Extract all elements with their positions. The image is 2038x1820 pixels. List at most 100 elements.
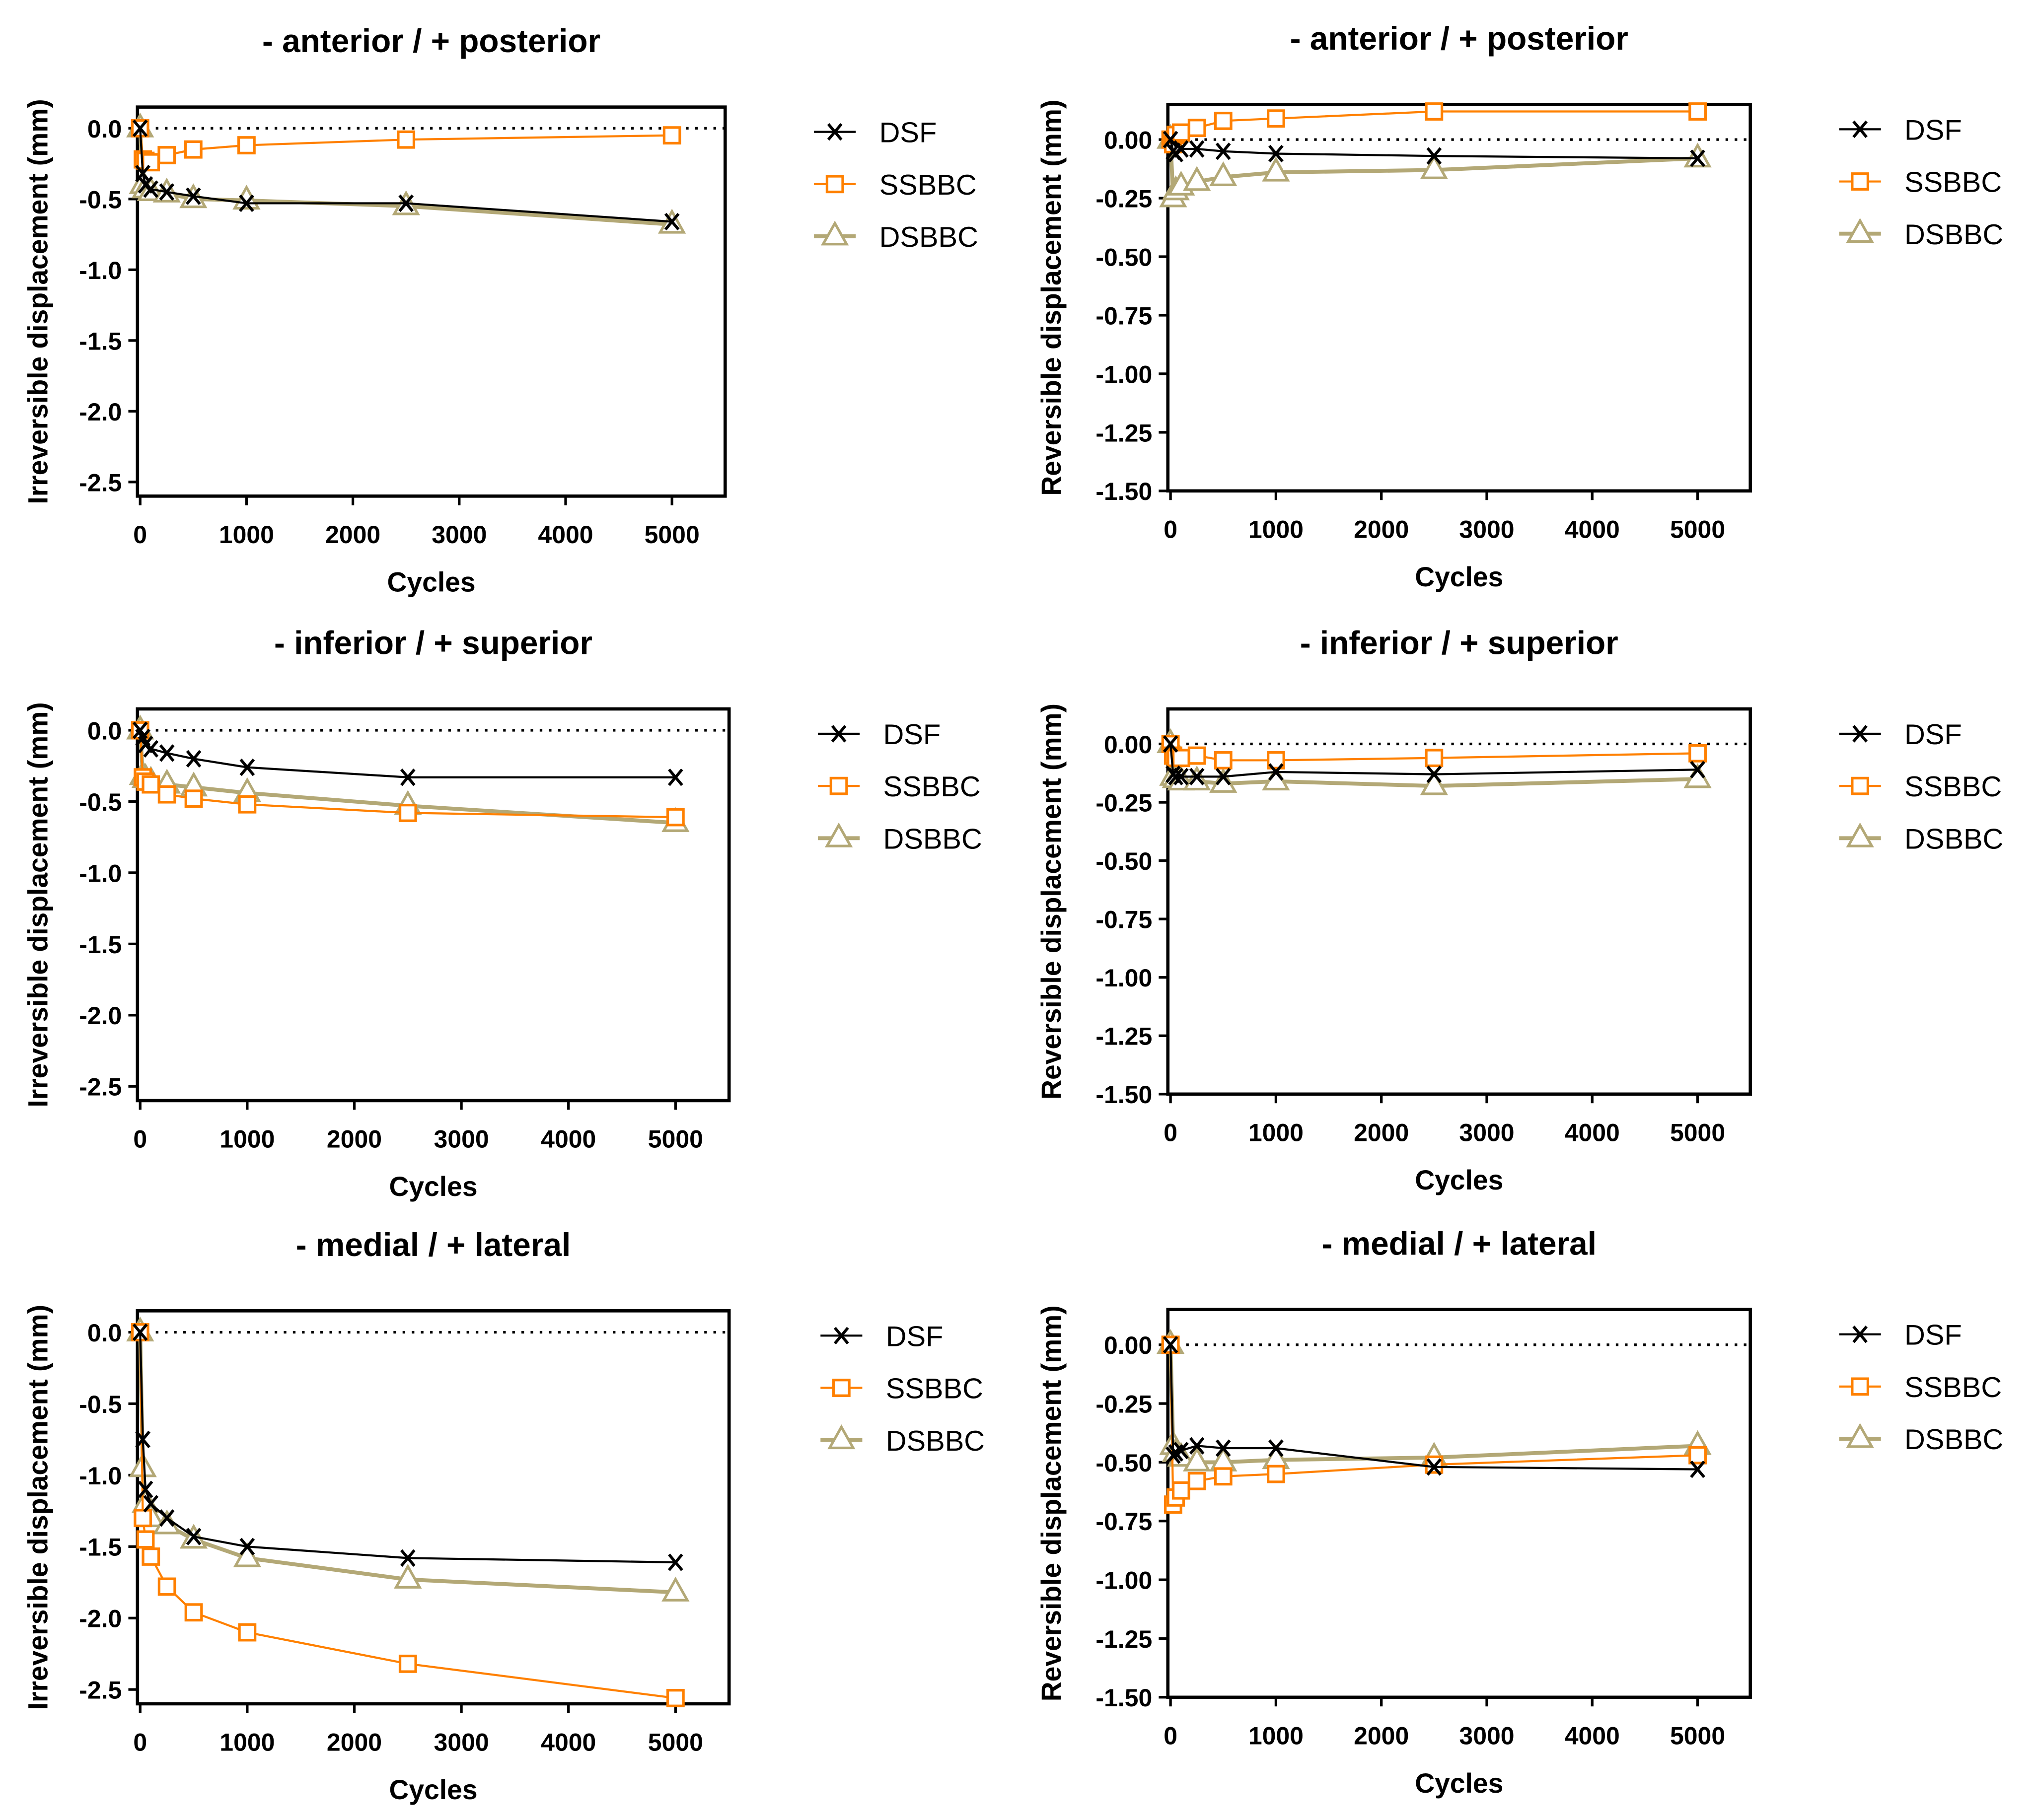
data-point-dsf <box>159 183 175 201</box>
y-axis-label: Irreversible displacement (mm) <box>22 1305 53 1710</box>
x-tick-label: 5000 <box>648 1125 703 1153</box>
series-dsf <box>1163 1336 1705 1478</box>
y-tick-label: -0.5 <box>79 788 122 816</box>
legend-marker-ssbbc <box>825 175 844 194</box>
panel-5: - medial / + lateral 0 1000 2000 3000 4000 500… <box>22 1226 985 1805</box>
data-point-dsf <box>1173 140 1189 158</box>
y-tick-label: -1.25 <box>1095 1625 1152 1653</box>
x-tick-label: 1000 <box>219 1125 275 1153</box>
y-tick-label: -1.0 <box>79 257 122 284</box>
data-point-dsbbc <box>1262 156 1290 182</box>
y-tick-label: -0.50 <box>1095 243 1152 271</box>
data-point-ssbbc <box>1688 744 1707 763</box>
series-line <box>139 730 676 778</box>
data-point-ssbbc <box>238 795 257 814</box>
legend-label: DSF <box>879 117 937 149</box>
legend: DSF SSBBC DSBBC <box>1839 1320 2003 1456</box>
x-tick-label: 0 <box>133 1729 147 1756</box>
data-point-ssbbc <box>157 785 176 804</box>
x-tick-label: 3000 <box>1459 515 1514 543</box>
y-axis-label: Irreversible displacement (mm) <box>22 702 53 1107</box>
data-point-dsf <box>400 769 416 786</box>
data-point-ssbbc <box>1171 1481 1190 1500</box>
y-tick-label: -1.5 <box>79 327 122 355</box>
chart-title: - anterior / + posterior <box>1290 20 1628 57</box>
y-tick-label: -1.25 <box>1095 419 1152 447</box>
data-point-ssbbc <box>157 1577 176 1596</box>
data-point-ssbbc <box>1187 746 1206 765</box>
data-point-dsf <box>186 750 202 768</box>
chart-title: - medial / + lateral <box>1321 1225 1597 1261</box>
chart-title: - anterior / + posterior <box>262 22 600 59</box>
legend-marker-dsbbc <box>1846 822 1874 847</box>
x-tick-label: 2000 <box>327 1729 382 1756</box>
y-tick-label: -2.0 <box>79 1605 122 1633</box>
data-point-ssbbc <box>136 1530 155 1549</box>
y-tick-label: -1.50 <box>1095 1684 1152 1712</box>
y-tick-label: -0.25 <box>1095 789 1152 817</box>
series-ssbbc <box>1161 102 1707 153</box>
legend-label: SSBBC <box>883 771 980 803</box>
data-point-dsf <box>239 194 254 212</box>
legend-marker-dsbbc <box>827 1424 856 1450</box>
legend-marker-ssbbc <box>1851 776 1870 795</box>
y-tick-label: -2.5 <box>79 1073 122 1101</box>
x-tick-label: 4000 <box>541 1729 596 1756</box>
data-point-dsf <box>239 758 255 776</box>
series-dsf <box>132 721 683 786</box>
data-point-ssbbc <box>666 808 685 827</box>
data-point-dsbbc <box>394 1563 422 1589</box>
data-point-ssbbc <box>398 1654 417 1673</box>
y-tick-label: 0.00 <box>1104 731 1152 759</box>
plot-frame <box>1166 103 1752 493</box>
x-tick-label: 4000 <box>538 521 593 549</box>
y-tick-label: -1.00 <box>1095 360 1152 388</box>
data-point-ssbbc <box>1688 1446 1707 1465</box>
data-point-dsf <box>159 744 175 762</box>
x-tick-label: 1000 <box>1248 1119 1304 1146</box>
data-point-ssbbc <box>1214 751 1233 770</box>
data-point-dsbbc <box>661 1576 690 1602</box>
data-point-ssbbc <box>1187 1471 1206 1490</box>
x-tick-label: 4000 <box>1565 515 1620 543</box>
chart-title: - inferior / + superior <box>274 625 592 661</box>
y-tick-label: -0.25 <box>1095 185 1152 213</box>
data-point-dsf <box>1163 1336 1178 1354</box>
series-line <box>1169 1344 1698 1505</box>
legend-marker-dsf <box>827 123 843 141</box>
x-tick-label: 0 <box>133 521 147 549</box>
data-point-ssbbc <box>142 153 160 172</box>
y-tick-label: -2.0 <box>79 1002 122 1030</box>
legend-label: DSF <box>1904 719 1962 751</box>
data-point-dsf <box>1426 766 1442 783</box>
data-point-dsf <box>132 1323 148 1341</box>
y-tick-label: -0.25 <box>1095 1390 1152 1418</box>
data-point-dsf <box>1268 763 1284 781</box>
y-axis-label: Reversible displacement (mm) <box>1036 100 1067 496</box>
data-point-ssbbc <box>398 804 417 822</box>
x-tick-label: 2000 <box>1354 515 1409 543</box>
plot-frame <box>136 105 727 498</box>
y-tick-label: -1.5 <box>79 1534 122 1561</box>
y-tick-label: -1.00 <box>1095 964 1152 992</box>
series-line <box>139 1332 676 1564</box>
series-dsf <box>132 119 680 231</box>
x-tick-label: 2000 <box>325 521 380 549</box>
data-point-ssbbc <box>184 1603 203 1622</box>
data-point-ssbbc <box>1266 109 1285 128</box>
data-point-ssbbc <box>1214 112 1233 130</box>
panel-2: - anterior / + posterior 0 1000 2000 3000 400… <box>1036 20 2003 592</box>
data-point-ssbbc <box>1171 749 1190 768</box>
legend: DSF SSBBC DSBBC <box>1839 114 2003 251</box>
data-point-ssbbc <box>1266 1465 1285 1483</box>
data-point-dsf <box>143 1495 159 1513</box>
y-tick-label: 0.00 <box>1104 1331 1152 1359</box>
y-tick-label: 0.00 <box>1104 127 1152 154</box>
chart-title: - inferior / + superior <box>1300 625 1618 661</box>
legend-label: DSF <box>883 719 941 751</box>
x-tick-label: 2000 <box>1354 1722 1409 1750</box>
data-point-dsbbc <box>1183 166 1211 191</box>
legend-marker-ssbbc <box>832 1379 851 1397</box>
legend-label: DSBBC <box>879 221 978 253</box>
legend-marker-dsf <box>831 725 847 743</box>
